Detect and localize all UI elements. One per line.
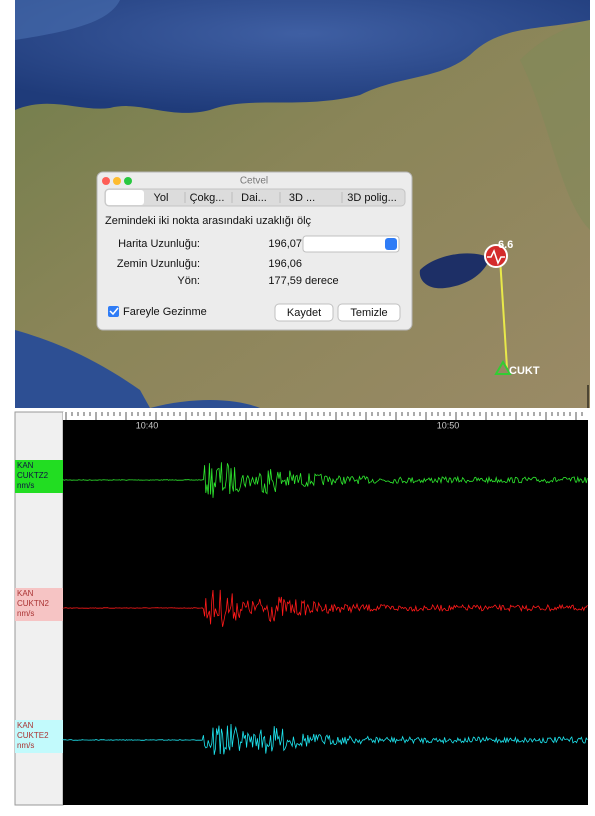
button-label[interactable]: Kaydet: [287, 307, 321, 319]
tab-label[interactable]: Çokg...: [190, 192, 225, 204]
row-unit: derece: [305, 275, 339, 287]
row-label: Zemin Uzunluğu:: [117, 258, 200, 270]
channel-label: CUKTN2: [17, 599, 50, 608]
row-value: 177,59: [268, 275, 302, 287]
row-label: Harita Uzunluğu:: [118, 238, 200, 250]
station-label: CUKT: [509, 365, 540, 377]
waveform: [62, 589, 588, 627]
channel-label-bg: [15, 588, 63, 621]
time-label: 10:40: [136, 420, 159, 430]
channel-label-bg: [15, 460, 63, 493]
button-label[interactable]: Temizle: [350, 307, 387, 319]
channel-label: nm/s: [17, 741, 34, 750]
tab-label[interactable]: 3D polig...: [347, 192, 397, 204]
channel-label: nm/s: [17, 481, 34, 490]
waveform: [62, 462, 588, 498]
waveform: [62, 723, 588, 755]
checkbox-label: Fareyle Gezinme: [123, 306, 207, 318]
channel-label: KAN: [17, 721, 34, 730]
channel-label: KAN: [17, 589, 34, 598]
seismogram: 10:40 10:50 KANCUKTZ2nm/sKANCUKTN2nm/sKA…: [14, 411, 588, 806]
tab-label[interactable]: 3D ...: [289, 192, 315, 204]
channel-label: KAN: [17, 461, 34, 470]
channel-label: CUKTE2: [17, 731, 49, 740]
dialog-heading: Zemindeki iki nokta arasındaki uzaklığı …: [105, 215, 312, 227]
tab-label[interactable]: Yol: [154, 192, 169, 204]
ruler-dialog: Cetvel Yol Çokg... Dai... 3D ... 3D polig...…: [96, 171, 413, 331]
clear-button[interactable]: [337, 303, 401, 322]
row-value: 196,06: [268, 258, 302, 270]
channel-label: CUKTZ2: [17, 471, 49, 480]
row-label: Yön:: [177, 275, 200, 287]
checkbox[interactable]: [108, 306, 119, 317]
channel-label-bg: [15, 720, 63, 753]
epicenter-label: 6.6: [498, 239, 513, 251]
tab-label[interactable]: Dai...: [241, 192, 267, 204]
save-button[interactable]: [274, 303, 334, 322]
channel-label: nm/s: [17, 609, 34, 618]
row-value: 196,07: [268, 238, 302, 250]
unit-select[interactable]: [302, 235, 400, 253]
time-label: 10:50: [437, 420, 460, 430]
dialog-title: Cetvel: [240, 176, 268, 187]
